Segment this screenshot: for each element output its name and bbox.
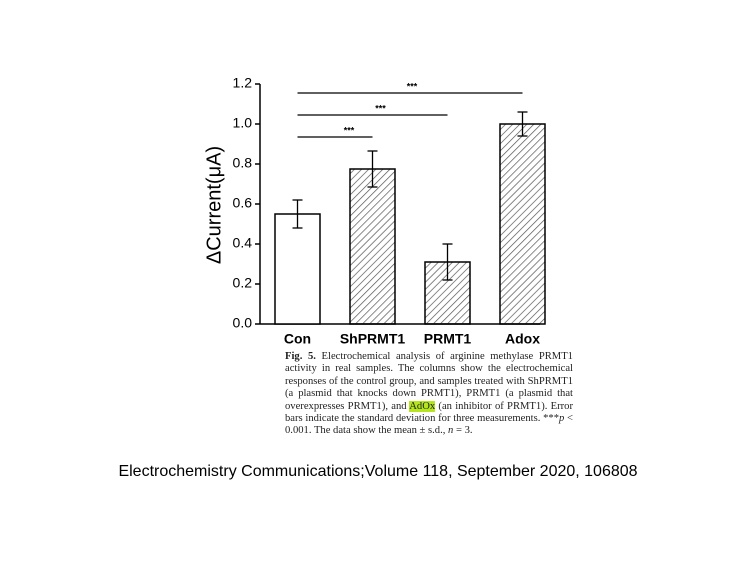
- y-tick-label: 0.0: [233, 315, 253, 331]
- caption-text: < 0.001. The data show the mean ± s.d.,: [285, 413, 574, 437]
- y-tick-label: 1.0: [233, 115, 253, 131]
- caption-highlight: AdOx: [409, 400, 436, 412]
- error-bar: [292, 199, 303, 229]
- significance-label: ***: [407, 81, 418, 91]
- caption-text: = 3.: [453, 425, 473, 437]
- bar: [499, 123, 546, 325]
- caption-label: Fig. 5.: [285, 351, 316, 362]
- x-tick-label: Con: [284, 331, 311, 347]
- error-bar: [517, 111, 528, 137]
- y-axis-label: ΔCurrent(μA): [203, 146, 225, 264]
- significance-label: ***: [375, 103, 386, 113]
- y-tick-label: 0.8: [233, 155, 253, 171]
- caption-text: Electrochemical analysis of arginine met…: [285, 351, 573, 412]
- x-tick-label: ShPRMT1: [340, 331, 406, 347]
- x-tick-label: PRMT1: [424, 331, 472, 347]
- y-tick-label: 1.2: [233, 75, 253, 91]
- y-tick-label: 0.4: [233, 235, 253, 251]
- caption-text: (an inhibitor of PRMT1). Error bars indi…: [285, 400, 573, 425]
- citation: Electrochemistry Communications;Volume 1…: [118, 463, 638, 480]
- caption: Fig. 5. Electrochemical analysis of argi…: [285, 351, 573, 438]
- y-tick-label: 0.6: [233, 195, 253, 211]
- significance-label: ***: [344, 125, 355, 135]
- caption-italic: p: [559, 413, 565, 425]
- y-tick-label: 0.2: [233, 275, 253, 291]
- bar: [349, 168, 396, 325]
- bar: [274, 213, 321, 325]
- caption-italic: n: [448, 425, 454, 437]
- x-tick-label: Adox: [505, 331, 540, 347]
- error-bar: [367, 150, 378, 188]
- error-bar: [442, 243, 453, 281]
